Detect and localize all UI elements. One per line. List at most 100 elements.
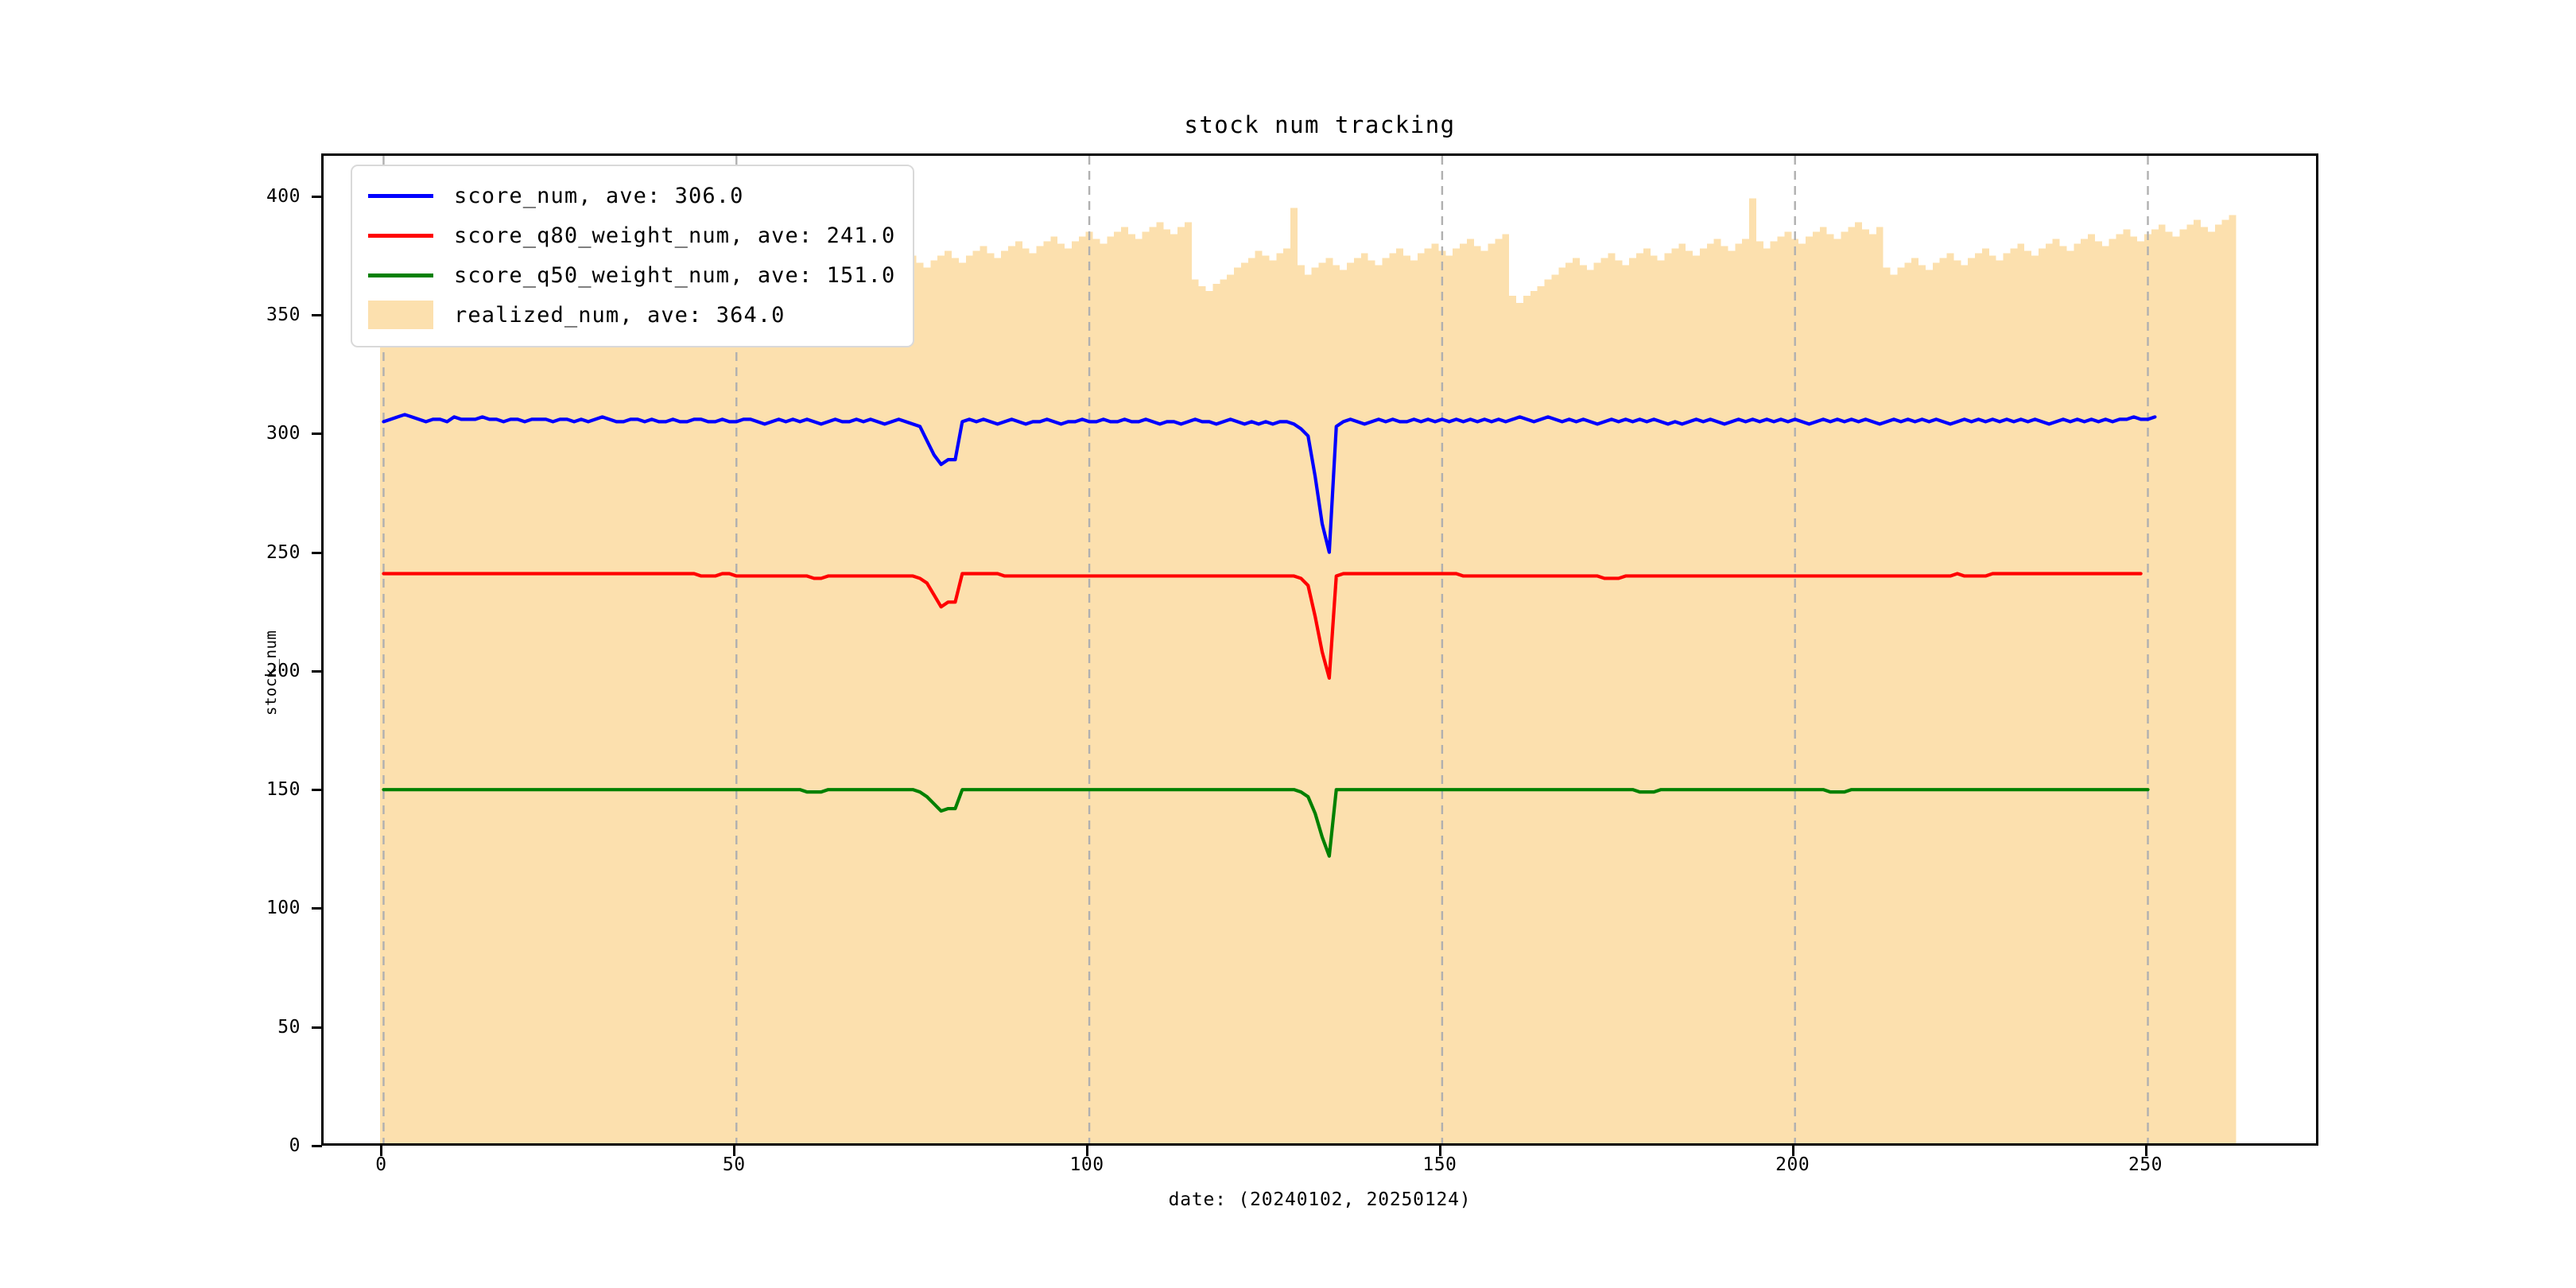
bar	[493, 336, 500, 1143]
bar	[1600, 258, 1608, 1143]
bar	[1247, 258, 1255, 1143]
bar	[1770, 241, 1778, 1143]
bar	[1925, 270, 1933, 1143]
bar	[1424, 248, 1432, 1143]
y-tick-mark	[312, 1145, 322, 1147]
bar	[1276, 253, 1284, 1143]
bar	[1240, 262, 1248, 1143]
bar	[1664, 253, 1672, 1143]
legend-item-score-q80-weight-num[interactable]: score_q80_weight_num, ave: 241.0	[368, 215, 895, 255]
x-axis-label: date: (20240102, 20250124)	[1168, 1189, 1472, 1210]
bar	[1686, 250, 1693, 1143]
bar	[1728, 250, 1736, 1143]
bar	[1065, 248, 1072, 1143]
bar	[2229, 215, 2237, 1143]
bar	[1325, 258, 1333, 1143]
bar	[1170, 234, 1178, 1143]
bar	[556, 340, 564, 1143]
x-tick-label: 250	[2128, 1154, 2163, 1175]
bar	[1100, 243, 1108, 1143]
bar	[1438, 250, 1446, 1143]
bar	[429, 331, 437, 1143]
bar	[1177, 227, 1185, 1143]
bar	[1029, 253, 1037, 1143]
bar	[436, 338, 444, 1143]
bar	[1360, 253, 1368, 1143]
bar	[1608, 253, 1616, 1143]
bar	[2172, 236, 2180, 1143]
bar	[867, 265, 875, 1143]
bar	[457, 338, 465, 1143]
bar	[415, 324, 423, 1143]
bar	[1876, 227, 1884, 1143]
chart-legend[interactable]: score_num, ave: 306.0 score_q80_weight_nu…	[351, 165, 915, 347]
bar	[775, 291, 782, 1143]
bar	[817, 281, 825, 1143]
bar	[514, 333, 522, 1143]
bar	[1939, 258, 1947, 1143]
bar	[2081, 239, 2089, 1143]
bar	[479, 338, 487, 1143]
bar	[599, 331, 607, 1143]
bar	[782, 286, 789, 1143]
y-tick-mark	[312, 433, 322, 436]
bar	[1403, 255, 1410, 1143]
bar	[958, 262, 966, 1143]
page-title: stock num tracking	[1184, 111, 1456, 138]
bar	[1537, 286, 1545, 1143]
legend-item-score-q50-weight-num[interactable]: score_q50_weight_num, ave: 151.0	[368, 255, 895, 295]
bar	[747, 291, 755, 1143]
bar	[380, 312, 387, 1143]
bar	[2207, 231, 2215, 1143]
bar	[669, 308, 677, 1143]
bar	[937, 255, 945, 1143]
bar	[732, 305, 740, 1143]
bar	[754, 286, 762, 1143]
legend-swatch-line	[368, 193, 433, 198]
bar	[1375, 265, 1383, 1143]
bar	[832, 270, 839, 1143]
bar	[1622, 265, 1630, 1143]
bar	[1269, 260, 1277, 1143]
bar	[1198, 286, 1206, 1143]
bar	[789, 281, 797, 1143]
bar	[2017, 243, 2025, 1143]
bar	[704, 303, 712, 1143]
bar	[1713, 239, 1721, 1143]
bar	[1706, 243, 1714, 1143]
bar	[542, 328, 550, 1143]
bar	[1227, 274, 1235, 1143]
bar	[612, 328, 620, 1143]
y-axis-label: stock_num	[262, 630, 280, 716]
bar	[859, 270, 867, 1143]
bar	[972, 250, 980, 1143]
bar	[2158, 224, 2166, 1143]
bar	[1565, 262, 1573, 1143]
bar	[994, 258, 1002, 1143]
bar	[634, 315, 642, 1143]
bar	[838, 265, 846, 1143]
bar	[1297, 265, 1305, 1143]
bar	[1127, 234, 1135, 1143]
bar	[1262, 255, 1270, 1143]
bar	[1975, 253, 1982, 1143]
bar	[464, 336, 472, 1143]
bar	[662, 312, 669, 1143]
bar	[719, 293, 726, 1143]
bar	[1826, 234, 1834, 1143]
y-tick-label: 300	[266, 423, 301, 444]
bar	[584, 328, 592, 1143]
bar	[1918, 265, 1926, 1143]
bar	[1883, 267, 1891, 1143]
bar	[1678, 243, 1686, 1143]
bar	[1008, 246, 1015, 1143]
bar	[1283, 248, 1291, 1143]
legend-item-realized-num[interactable]: realized_num, ave: 364.0	[368, 295, 895, 335]
bar	[980, 246, 987, 1143]
bar	[2045, 243, 2053, 1143]
line-series-score-q80-weight-num	[382, 572, 2143, 680]
bar	[648, 326, 656, 1143]
bar	[1396, 248, 1404, 1143]
legend-label: score_q50_weight_num, ave: 151.0	[454, 262, 896, 288]
legend-item-score-num[interactable]: score_num, ave: 306.0	[368, 176, 895, 215]
